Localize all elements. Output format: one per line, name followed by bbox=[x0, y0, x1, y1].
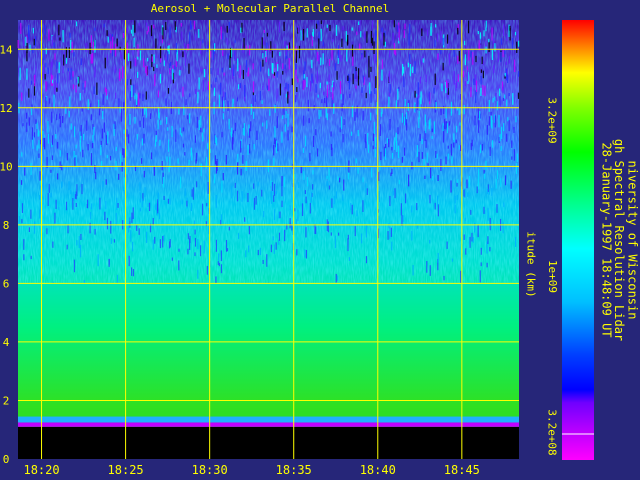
info-institution: niversity of Wisconsin bbox=[624, 160, 639, 320]
y-tick-label: 6 bbox=[3, 277, 10, 290]
x-tick-label: 18:45 bbox=[444, 463, 480, 477]
surface-return-band-cyan bbox=[18, 416, 519, 423]
colorbar-tick-label: 1e+09 bbox=[545, 259, 559, 293]
x-axis-ticks: 18:20 18:25 18:30 18:35 18:40 18:45 bbox=[23, 463, 479, 477]
y-tick-label: 2 bbox=[3, 394, 10, 407]
y-tick-label: 12 bbox=[0, 102, 13, 115]
y-tick-label: 4 bbox=[3, 336, 10, 349]
colorbar bbox=[562, 20, 594, 460]
surface-return-band bbox=[18, 422, 519, 427]
x-tick-label: 18:20 bbox=[23, 463, 59, 477]
colorbar-tick-label: 3.2e+09 bbox=[545, 96, 559, 144]
plot-area bbox=[17, 20, 520, 459]
y-tick-label: 10 bbox=[0, 160, 13, 173]
y-tick-label: 14 bbox=[0, 43, 13, 56]
backscatter-dashes bbox=[17, 20, 520, 284]
y-tick-label: 0 bbox=[3, 453, 10, 466]
colorbar-gradient bbox=[562, 20, 594, 460]
x-tick-label: 18:40 bbox=[360, 463, 396, 477]
x-tick-label: 18:35 bbox=[276, 463, 312, 477]
x-tick-label: 18:25 bbox=[108, 463, 144, 477]
info-timestamp: 28-January-1997 18:48:09 UT bbox=[599, 142, 614, 338]
y-axis-ticks: 0 2 4 6 8 10 12 14 bbox=[0, 43, 13, 466]
chart-title: Aerosol + Molecular Parallel Channel bbox=[150, 2, 390, 15]
info-instrument: gh Spectral Resolution Lidar bbox=[612, 138, 627, 342]
y-tick-label: 8 bbox=[3, 219, 10, 232]
y-axis-label: itude (km) bbox=[524, 230, 538, 298]
colorbar-tick-label: 3.2e+08 bbox=[545, 408, 559, 456]
below-ground-mask bbox=[18, 426, 519, 459]
x-tick-label: 18:30 bbox=[192, 463, 228, 477]
grid-lines bbox=[18, 20, 519, 459]
